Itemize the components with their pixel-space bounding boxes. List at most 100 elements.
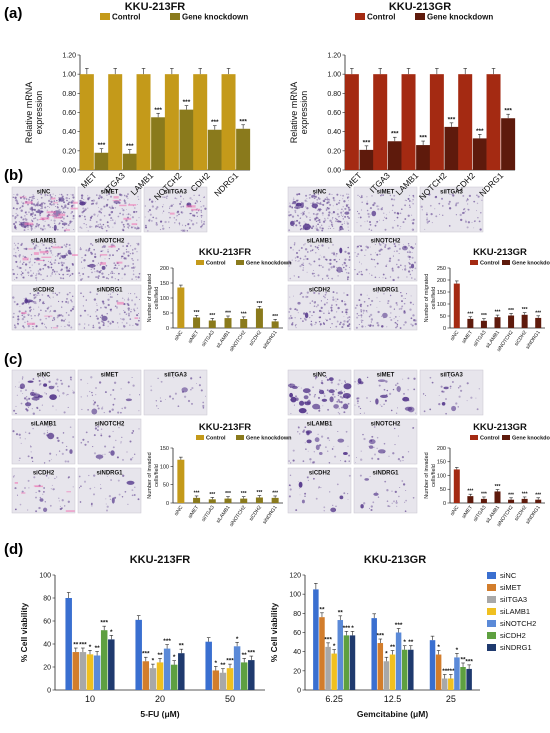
cell-dot [312,213,315,215]
micrograph-siCDH2: siCDH2 [287,467,352,514]
cell-dot [291,215,295,218]
cell-dot [137,498,140,501]
cell-dot [380,248,383,251]
cell-dot [133,226,135,228]
cell-dot [96,201,98,203]
cell-dot [108,494,112,498]
cell-dot [28,398,31,400]
cell-cluster [339,225,343,231]
significance-mark: *** [395,622,403,629]
cell-dot [15,386,17,388]
cell-dot [144,226,148,229]
cell-dot [36,294,38,297]
cell-dot [126,223,129,226]
cell-dot [114,267,116,269]
cell-dot [411,247,414,250]
cell-dot [131,489,134,491]
cell-dot [109,293,111,295]
cell-dot [38,506,41,510]
cell-dot [393,194,396,197]
cell-dot [345,264,348,267]
bar-sindrg1 [108,639,115,690]
cell-dot [41,242,43,244]
cell-dot [121,208,123,210]
cell-dot [330,266,333,269]
cell-dot [323,200,326,203]
cell-dot [44,326,47,328]
cell-dot [313,260,316,263]
cell-dot [15,260,18,263]
cell-dot [132,324,134,326]
cell-dot [337,383,340,386]
significance-mark: * [173,654,176,661]
y-tick-label: 200 [160,266,169,272]
artifact [33,485,40,487]
cell-cluster [342,403,349,410]
cell-dot [360,305,362,307]
cell-dot [396,224,399,227]
cell-dot [466,226,469,229]
cell-dot [310,323,313,326]
cell-dot [460,218,463,222]
cell-dot [379,219,381,221]
cell-dot [40,203,43,205]
cell-dot [33,293,36,297]
cell-dot [328,225,330,227]
cell-dot [72,215,75,217]
significance-mark: *** [257,301,263,307]
cell-dot [412,203,414,205]
cell-dot [385,265,388,267]
cell-dot [124,258,126,259]
cell-dot [379,300,381,303]
cell-dot [332,265,336,268]
cell-dot [184,224,187,227]
cell-dot [404,501,406,503]
y-tick-label: 0 [297,687,301,694]
cell-dot [100,433,102,435]
cell-dot [297,214,299,217]
bar-control [344,74,359,170]
cell-dot [16,247,19,250]
cell-dot [326,389,329,392]
cell-dot [327,207,330,210]
cell-dot [329,258,332,262]
cell-dot [56,378,59,381]
cell-dot [62,319,66,322]
cell-dot [313,197,316,200]
bar-gene-knockdown [387,141,402,170]
micrograph-siITGA3: siITGA3 [419,369,484,416]
cell-dot [388,260,391,263]
cell-dot [101,314,104,317]
cell-dot [72,196,75,199]
cell-dot [122,458,124,461]
cell-dot [56,293,59,296]
cell-dot [29,208,32,211]
cell-dot [32,389,34,392]
cell-dot [183,229,186,232]
cell-dot [61,246,63,249]
cell-dot [199,200,202,202]
cell-dot [201,222,203,224]
bar-simet [72,652,80,690]
cell-dot [48,296,51,298]
cell-dot [71,193,74,197]
bar-sindrg1 [349,635,356,691]
cell-dot [23,194,25,197]
legend-swatch [470,435,478,440]
micrograph-siNC: siNC [287,186,352,233]
cell-dot [451,381,454,383]
legend-swatch [487,572,496,579]
cell-dot [91,502,93,505]
cell-dot [65,297,69,300]
y-axis-label: Relative mRNA [289,82,299,144]
cell-dot [302,430,305,433]
significance-mark: ** [220,662,226,669]
cell-dot [36,218,39,221]
bar-gene-knockdown [255,308,263,328]
bar-silamb1 [226,668,234,690]
cell-dot [319,208,322,211]
cell-dot [330,309,333,312]
cell-dot [108,213,111,217]
cell-dot [110,272,111,274]
cell-dot [288,317,291,320]
